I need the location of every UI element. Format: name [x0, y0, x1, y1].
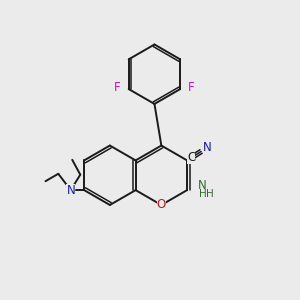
Text: H: H: [206, 189, 213, 199]
Text: N: N: [66, 184, 75, 196]
Text: N: N: [198, 179, 207, 192]
Text: H: H: [199, 189, 206, 199]
Text: F: F: [188, 81, 195, 94]
Text: C: C: [187, 151, 195, 164]
Text: N: N: [203, 141, 212, 154]
Text: F: F: [114, 81, 121, 94]
Text: O: O: [157, 199, 166, 212]
